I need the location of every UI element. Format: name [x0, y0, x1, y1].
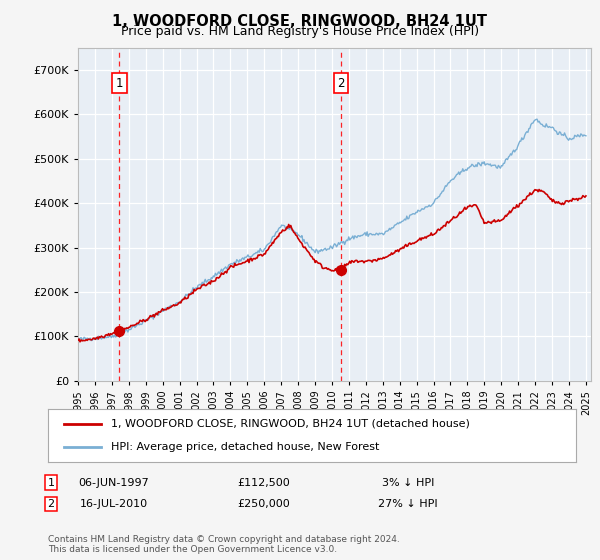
Text: 1: 1 — [116, 77, 123, 90]
Text: 16-JUL-2010: 16-JUL-2010 — [80, 499, 148, 509]
Text: 06-JUN-1997: 06-JUN-1997 — [79, 478, 149, 488]
Text: 3% ↓ HPI: 3% ↓ HPI — [382, 478, 434, 488]
Text: Contains HM Land Registry data © Crown copyright and database right 2024.
This d: Contains HM Land Registry data © Crown c… — [48, 535, 400, 554]
Text: £112,500: £112,500 — [238, 478, 290, 488]
Text: 2: 2 — [47, 499, 55, 509]
Text: 1: 1 — [47, 478, 55, 488]
Text: Price paid vs. HM Land Registry's House Price Index (HPI): Price paid vs. HM Land Registry's House … — [121, 25, 479, 38]
Text: 2: 2 — [337, 77, 345, 90]
Text: 1, WOODFORD CLOSE, RINGWOOD, BH24 1UT: 1, WOODFORD CLOSE, RINGWOOD, BH24 1UT — [113, 14, 487, 29]
Text: 1, WOODFORD CLOSE, RINGWOOD, BH24 1UT (detached house): 1, WOODFORD CLOSE, RINGWOOD, BH24 1UT (d… — [112, 419, 470, 429]
Text: 27% ↓ HPI: 27% ↓ HPI — [378, 499, 438, 509]
Text: HPI: Average price, detached house, New Forest: HPI: Average price, detached house, New … — [112, 442, 380, 452]
Text: £250,000: £250,000 — [238, 499, 290, 509]
